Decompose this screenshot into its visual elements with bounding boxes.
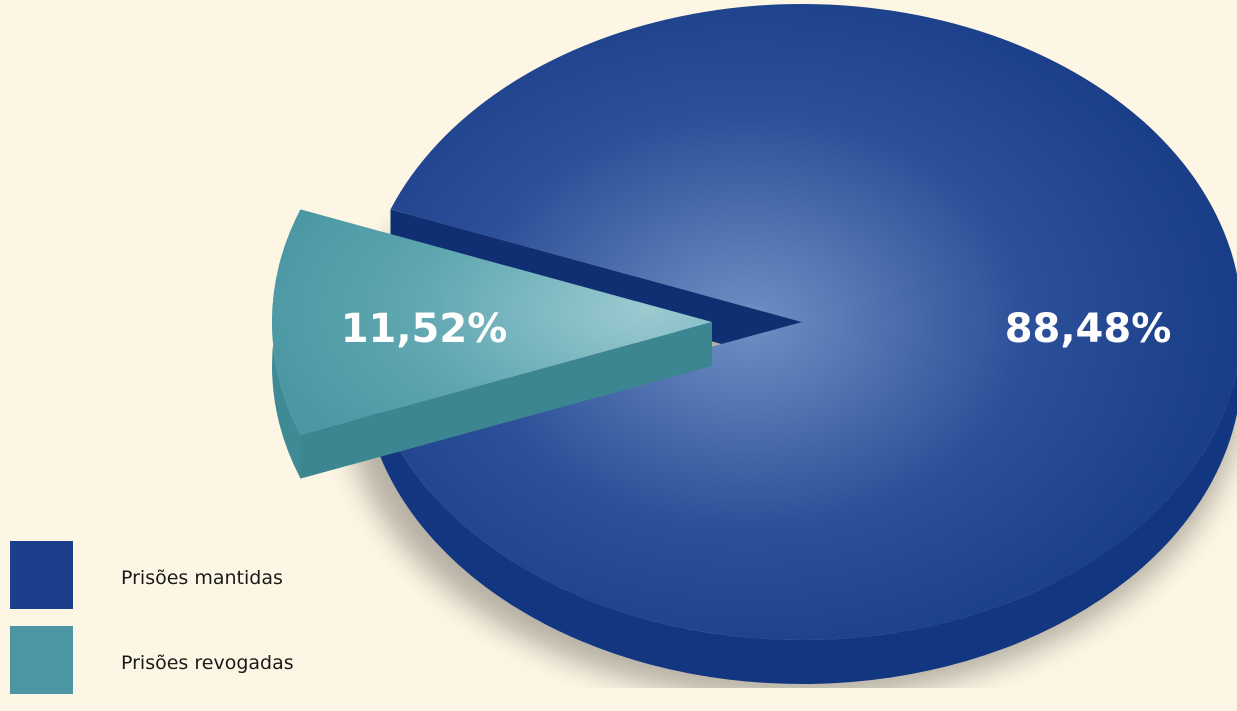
legend-swatch-revogadas <box>10 626 73 694</box>
pie-label-mantidas: 88,48% <box>1005 306 1172 352</box>
legend-label-mantidas: Prisões mantidas <box>121 567 283 589</box>
pie-label-revogadas: 11,52% <box>341 306 508 352</box>
pie-slice-revogadas-side <box>300 322 712 479</box>
legend-label-revogadas: Prisões revogadas <box>121 652 294 674</box>
pie-slice-mantidas <box>390 4 1237 640</box>
pie-slice-mantidas-side <box>372 369 1237 684</box>
pie-slice-revogadas <box>272 209 712 435</box>
legend-swatch-mantidas <box>10 541 73 609</box>
pie-chart: 88,48% 11,52% <box>272 4 1237 688</box>
